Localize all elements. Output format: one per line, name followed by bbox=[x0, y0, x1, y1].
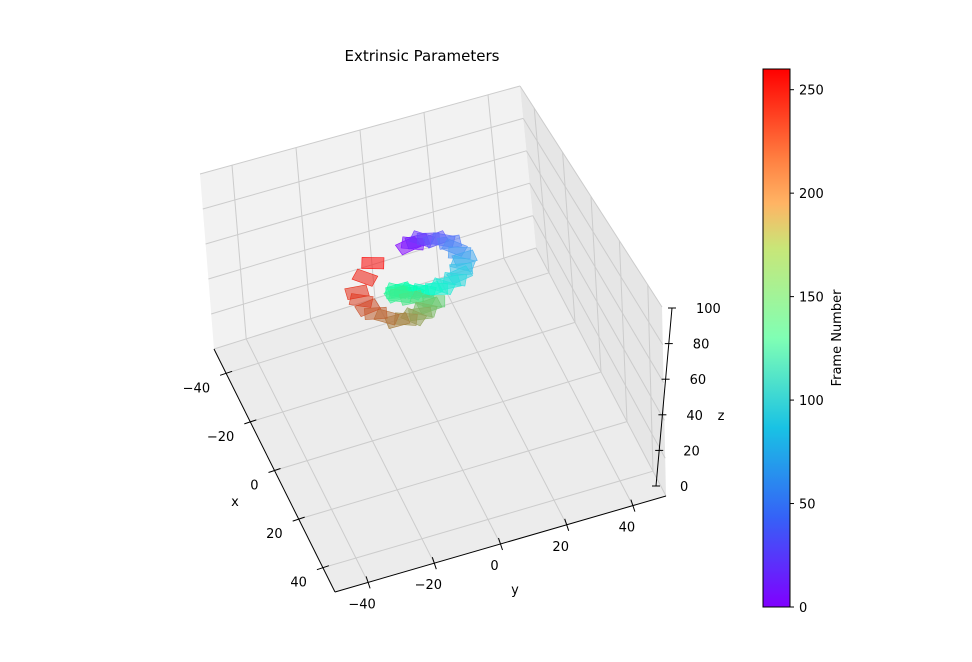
x-tick-label: −20 bbox=[207, 430, 234, 445]
grid-line bbox=[533, 108, 550, 273]
grid-line bbox=[525, 150, 665, 383]
grid-line bbox=[438, 278, 568, 526]
grid-line bbox=[532, 215, 666, 459]
x-tick-label: −40 bbox=[183, 381, 210, 396]
colorbar-tick-label: 150 bbox=[799, 291, 824, 306]
y-tick bbox=[498, 537, 503, 551]
z-tick-label: 60 bbox=[690, 373, 707, 388]
grid-line bbox=[503, 257, 634, 506]
grid-lines bbox=[199, 85, 667, 583]
colorbar-label: Frame Number bbox=[830, 289, 845, 387]
z-tick-label: 80 bbox=[693, 338, 710, 353]
x-tick bbox=[292, 516, 305, 522]
z-axis-label: z bbox=[718, 409, 725, 424]
x-tick bbox=[316, 565, 330, 571]
x-tick-label: 0 bbox=[250, 479, 258, 494]
y-axis-label: y bbox=[511, 583, 519, 598]
colorbar-gradient bbox=[762, 68, 791, 608]
z-axis-line bbox=[655, 307, 673, 487]
camera-frame bbox=[361, 257, 385, 270]
y-tick-label: −20 bbox=[415, 578, 442, 593]
colorbar-tick-label: 250 bbox=[799, 84, 824, 99]
y-tick-label: 0 bbox=[490, 559, 498, 574]
grid-line bbox=[529, 182, 665, 421]
grid-line bbox=[199, 85, 521, 175]
colorbar-ticks: 0 50 100 150 200 250 bbox=[790, 84, 824, 616]
grid-line bbox=[535, 247, 667, 497]
grid-line bbox=[647, 284, 654, 472]
y-tick bbox=[630, 499, 636, 512]
colorbar: 0 50 100 150 200 250 Frame Number bbox=[762, 68, 845, 616]
grid-line bbox=[522, 118, 664, 346]
grid-line bbox=[374, 298, 501, 545]
grid-line bbox=[618, 240, 628, 422]
grid-line bbox=[245, 338, 369, 583]
y-tick-label: −40 bbox=[348, 597, 375, 612]
grid-line bbox=[295, 147, 312, 319]
y-tick bbox=[365, 576, 371, 589]
chart-title: Extrinsic Parameters bbox=[345, 47, 500, 65]
grid-line bbox=[519, 85, 663, 308]
z-tick-label: 20 bbox=[683, 444, 700, 459]
colorbar-tick-label: 100 bbox=[799, 394, 824, 409]
y-tick-label: 40 bbox=[619, 521, 636, 536]
colorbar-tick-label: 200 bbox=[799, 187, 824, 202]
floor-pane bbox=[214, 248, 666, 592]
z-tick-label: 0 bbox=[680, 480, 688, 495]
tick-labels: −40 −20 0 20 40 −40 −20 0 20 40 0 20 40 60 80 100 bbox=[183, 302, 721, 612]
grid-line bbox=[208, 182, 530, 280]
grid-line bbox=[562, 152, 576, 323]
x-axis-label: x bbox=[231, 495, 239, 510]
y-tick bbox=[564, 518, 570, 531]
camera-frames bbox=[344, 230, 478, 329]
z-tick-label: 40 bbox=[686, 409, 703, 424]
x-tick bbox=[219, 370, 233, 376]
grid-line bbox=[213, 247, 537, 350]
grid-line bbox=[310, 318, 435, 564]
grid-line bbox=[359, 129, 376, 299]
y-tick-label: 20 bbox=[552, 540, 569, 555]
z-tick-label: 100 bbox=[696, 302, 721, 317]
camera-frame bbox=[344, 284, 370, 301]
grid-line bbox=[231, 165, 247, 339]
grid-line bbox=[423, 112, 440, 279]
x-tick-label: 40 bbox=[290, 576, 307, 591]
y-tick bbox=[431, 557, 437, 570]
grid-line bbox=[590, 196, 602, 373]
grid-line bbox=[205, 150, 527, 245]
camera-frame bbox=[351, 268, 379, 287]
grid-line bbox=[202, 117, 524, 210]
x-tick bbox=[268, 468, 281, 473]
colorbar-tick-label: 0 bbox=[799, 601, 807, 616]
colorbar-tick-label: 50 bbox=[799, 498, 816, 513]
x-tick-label: 20 bbox=[266, 527, 283, 542]
tick-marks bbox=[219, 307, 676, 589]
grid-line bbox=[487, 94, 505, 259]
axes-3d: −40 −20 0 20 40 −40 −20 0 20 40 0 20 40 60 80 100 x y z bbox=[183, 85, 725, 612]
x-tick bbox=[244, 419, 257, 425]
